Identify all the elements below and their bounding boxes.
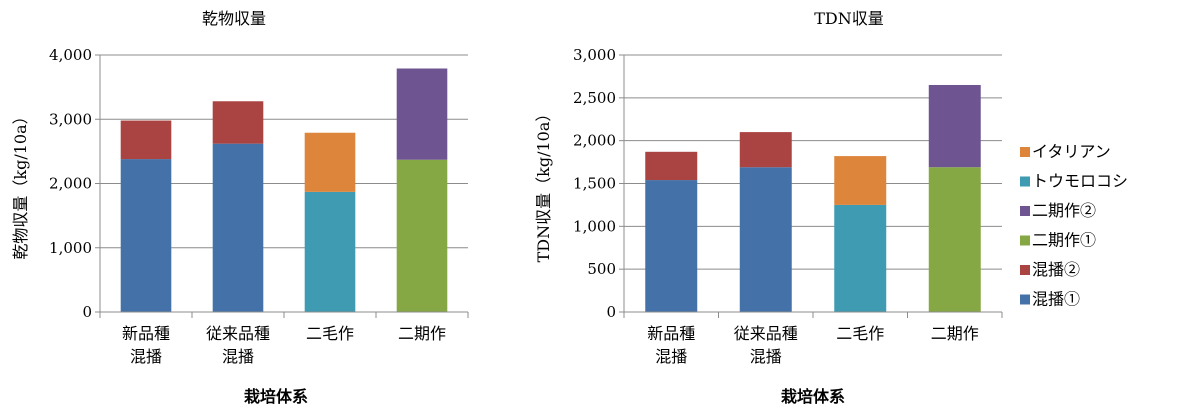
y-tick-label: 0 xyxy=(82,303,92,321)
x-tick-label: 混播 xyxy=(130,347,162,366)
y-tick-label: 4,000 xyxy=(49,46,92,64)
y-tick-label: 0 xyxy=(606,303,616,321)
legend-swatch-混播 xyxy=(1020,294,1030,305)
bar-トウモロコシ xyxy=(304,191,356,312)
legend-swatch-イタリアン xyxy=(1020,147,1030,157)
chart1-x-axis-title: 栽培体系 xyxy=(244,387,308,406)
y-tick-label: 2,500 xyxy=(573,89,616,107)
legend-label-イタリアン: イタリアン xyxy=(1032,142,1111,161)
y-tick-label: 1,000 xyxy=(49,239,92,257)
y-tick-label: 2,000 xyxy=(49,175,92,193)
x-tick-label: 混播 xyxy=(750,347,782,366)
y-tick-label: 3,000 xyxy=(573,46,616,64)
chart2-title: TDN収量 xyxy=(814,9,884,28)
legend-label-二期作: 二期作② xyxy=(1032,201,1096,220)
x-tick-label: 従来品種 xyxy=(206,324,270,343)
bar-混播 xyxy=(120,159,172,312)
bar-混播 xyxy=(645,151,698,181)
chart-tdn: TDN収量 TDN収量（kg/10a） 栽培体系 0 500 1,000 1,500 2… xyxy=(534,9,1128,406)
legend-swatch-二期作 xyxy=(1020,206,1030,216)
bar-イタリアン xyxy=(304,132,356,192)
chart1-y-axis-title: 乾物収量（kg/10a） xyxy=(11,108,30,259)
x-tick-label: 二毛作 xyxy=(836,324,884,343)
bar-混播 xyxy=(645,180,698,312)
chart2-y-tick-labels: 0 500 1,000 1,500 2,000 2,500 3,000 xyxy=(573,46,616,321)
bar-二期作 xyxy=(396,68,448,160)
bar-イタリアン xyxy=(834,156,887,205)
chart1-axes xyxy=(95,54,469,318)
bar-混播 xyxy=(120,120,172,160)
bar-混播 xyxy=(212,143,264,312)
x-tick-label: 混播 xyxy=(655,347,687,366)
x-tick-label: 二期作 xyxy=(931,324,979,343)
legend-swatch-トウモロコシ xyxy=(1020,176,1030,187)
bar-混播 xyxy=(739,167,792,312)
bar-二期作 xyxy=(928,84,981,168)
chart2-y-axis-title: TDN収量（kg/10a） xyxy=(534,106,553,263)
legend-label-混播: 混播② xyxy=(1032,260,1080,279)
x-tick-label: 新品種 xyxy=(122,324,170,343)
x-tick-label: 二毛作 xyxy=(306,324,354,343)
chart1-y-tick-labels: 0 1,000 2,000 3,000 4,000 xyxy=(49,46,92,321)
bar-混播 xyxy=(739,132,792,168)
x-tick-label: 二期作 xyxy=(398,324,446,343)
legend-label-トウモロコシ: トウモロコシ xyxy=(1032,172,1128,191)
y-tick-label: 1,000 xyxy=(573,217,616,235)
chart2-bars xyxy=(645,84,981,312)
bar-トウモロコシ xyxy=(834,204,887,312)
y-tick-label: 3,000 xyxy=(49,110,92,128)
chart-dry-matter: 乾物収量 乾物収量（kg/10a） 栽培体系 0 1,000 2,000 3,000 4… xyxy=(11,9,469,406)
legend-swatch-二期作 xyxy=(1020,235,1030,246)
legend-swatch-混播 xyxy=(1020,265,1030,275)
y-tick-label: 500 xyxy=(587,260,616,278)
bar-混播 xyxy=(212,101,264,144)
y-tick-label: 2,000 xyxy=(573,132,616,150)
y-tick-label: 1,500 xyxy=(573,175,616,193)
legend-label-二期作: 二期作① xyxy=(1032,231,1096,250)
chart2-axes xyxy=(619,54,1003,318)
chart1-bars xyxy=(120,68,448,312)
bar-二期作 xyxy=(928,167,981,312)
chart1-title: 乾物収量 xyxy=(202,9,266,28)
chart2-x-axis-title: 栽培体系 xyxy=(781,387,845,406)
x-tick-label: 混播 xyxy=(222,347,254,366)
x-tick-label: 新品種 xyxy=(647,324,695,343)
x-tick-label: 従来品種 xyxy=(734,324,798,343)
legend-label-混播: 混播① xyxy=(1032,290,1080,309)
bar-二期作 xyxy=(396,159,448,312)
